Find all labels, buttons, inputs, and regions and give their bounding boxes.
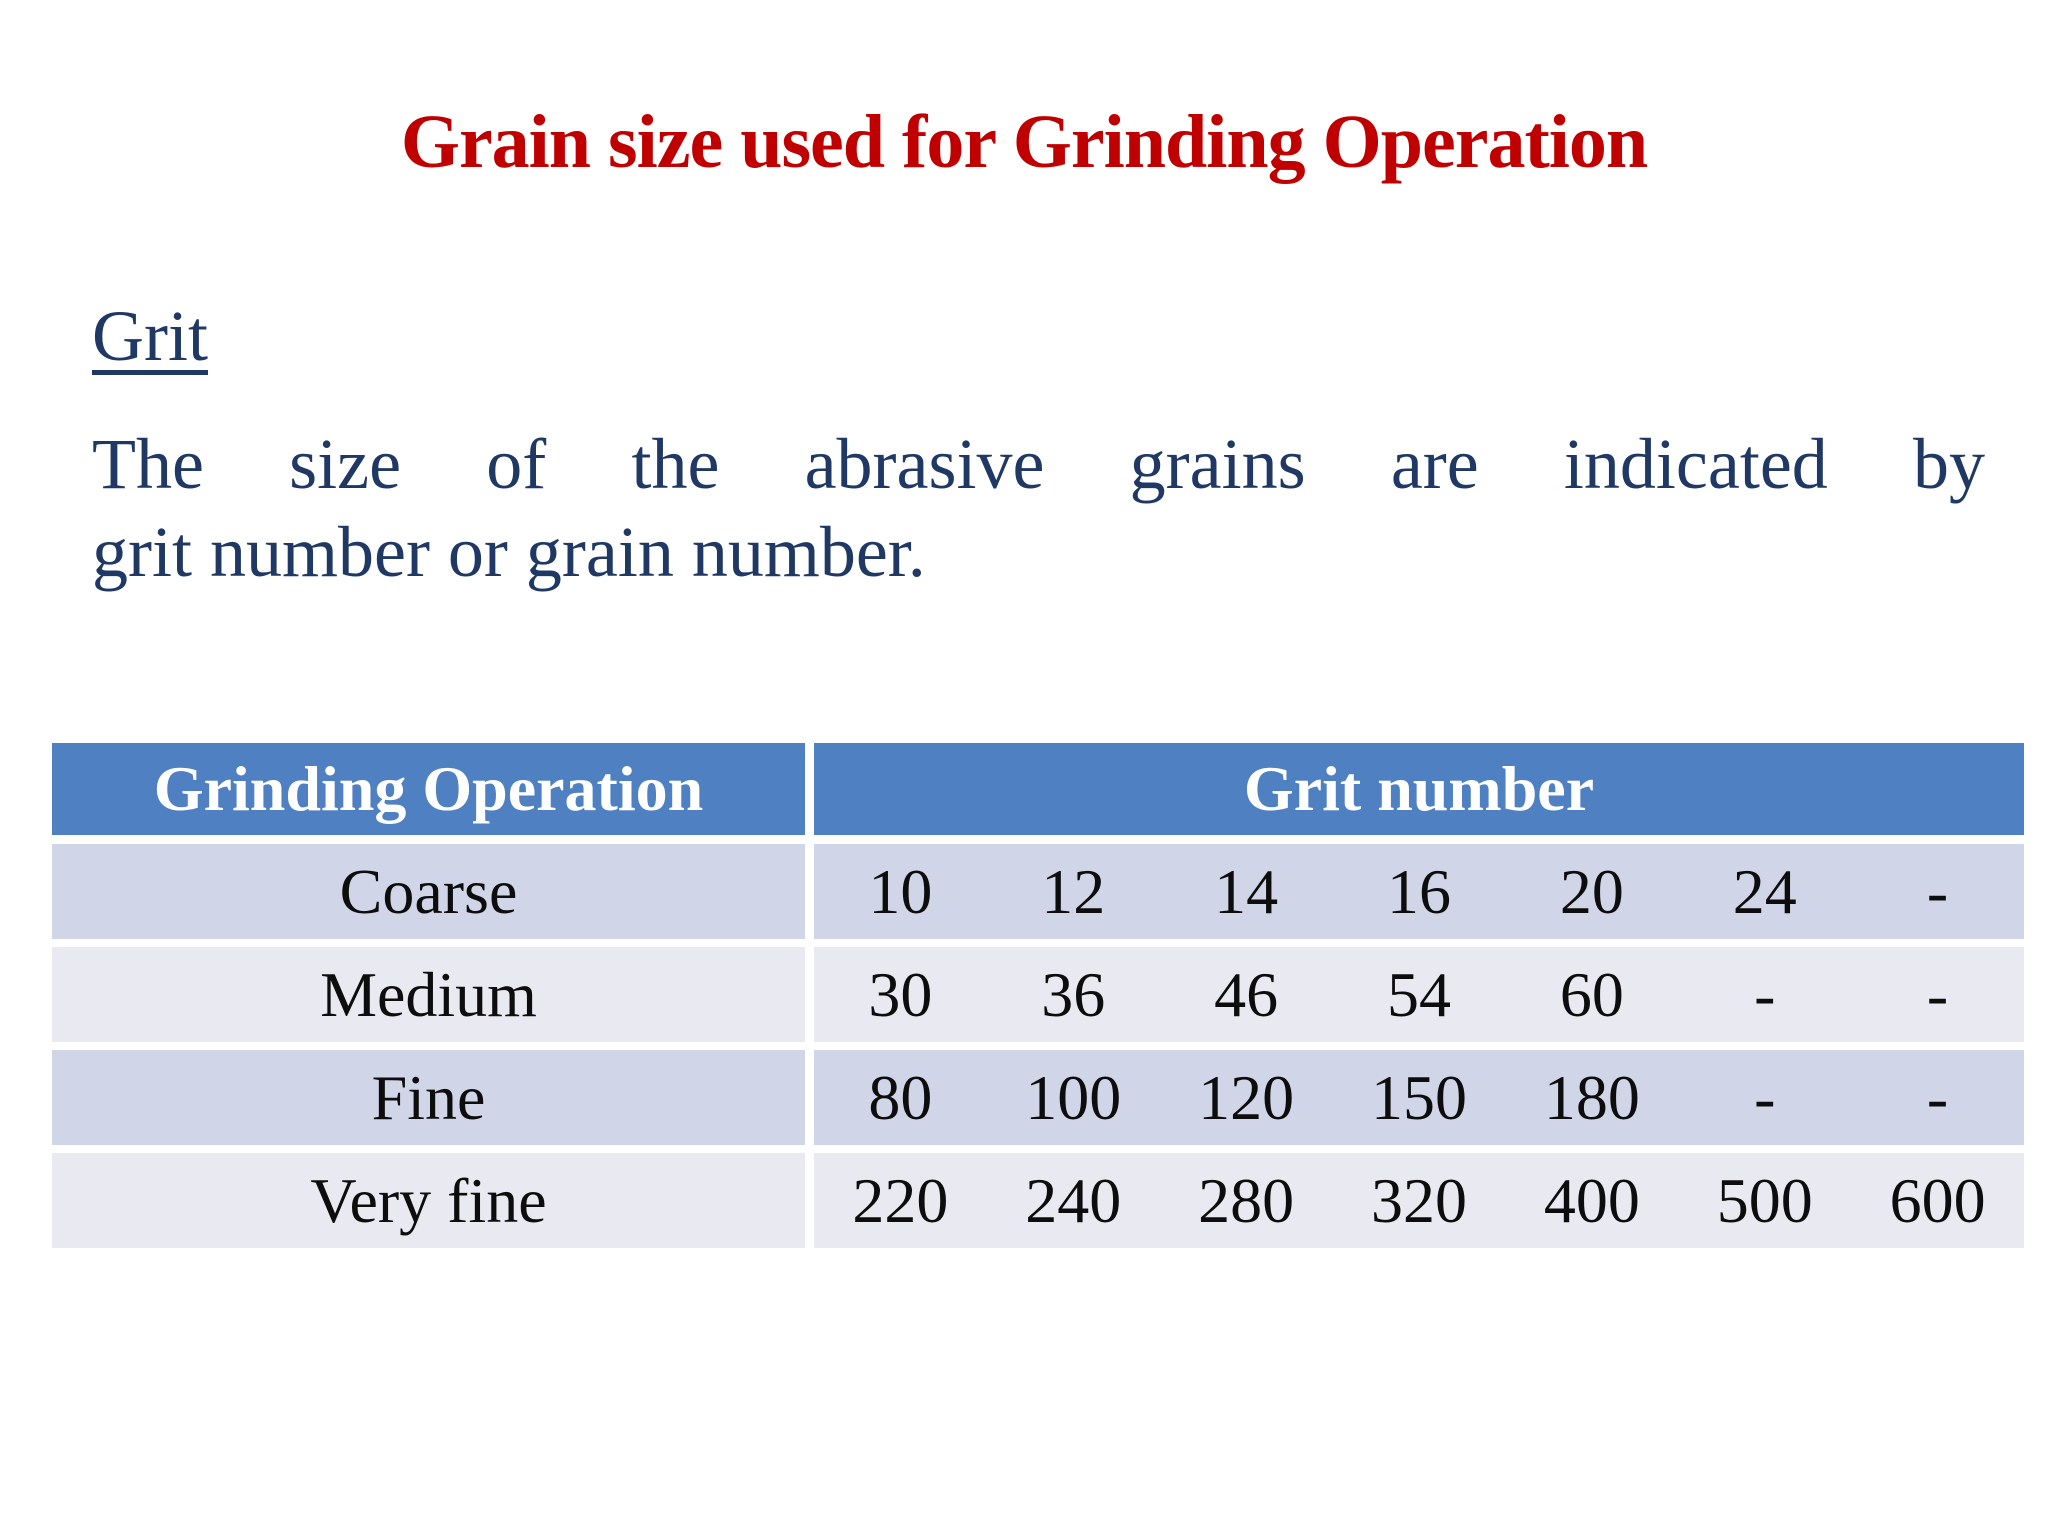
table-row-fine: Fine 80 100 120 150 180 - - — [52, 1050, 2024, 1145]
grit-value: - — [1754, 1061, 1776, 1133]
grit-table: Grinding Operation Grit number Coarse 10… — [52, 743, 2024, 1248]
grit-value: - — [1926, 1061, 1949, 1133]
grit-value: 12 — [1041, 855, 1106, 927]
grit-value: 100 — [1025, 1061, 1122, 1133]
grit-value: 36 — [1041, 958, 1106, 1030]
grit-value: 220 — [852, 1164, 949, 1236]
grit-value: 30 — [868, 958, 933, 1030]
grit-value: 150 — [1371, 1061, 1467, 1133]
grit-value: 16 — [1387, 855, 1451, 927]
operation-cell: Fine — [52, 1050, 805, 1145]
grit-value: 80 — [868, 1061, 933, 1133]
paragraph-line-2: grit number or grain number. — [92, 512, 926, 592]
grit-value: 500 — [1716, 1164, 1813, 1236]
column-header-grit-number: Grit number — [814, 743, 2024, 835]
grit-heading: Grit — [92, 296, 208, 376]
grit-value: 20 — [1559, 855, 1624, 927]
grit-value: 24 — [1732, 855, 1797, 927]
grit-value: 46 — [1214, 958, 1279, 1030]
grit-value: 280 — [1198, 1164, 1295, 1236]
table-header-row: Grinding Operation Grit number — [52, 743, 2024, 835]
grit-value: 180 — [1543, 1061, 1640, 1133]
operation-cell: Coarse — [52, 844, 805, 939]
operation-cell: Medium — [52, 947, 805, 1042]
grit-value: 14 — [1214, 855, 1279, 927]
column-header-grinding-operation: Grinding Operation — [52, 743, 805, 835]
paragraph: The size of the abrasive grains are indi… — [92, 420, 1985, 596]
grit-value: 60 — [1559, 958, 1624, 1030]
grit-values: 220 240 280 320 400 500 600 — [814, 1153, 2024, 1248]
grit-values: 30 36 46 54 60 - - — [814, 947, 2024, 1042]
grit-value: 320 — [1371, 1164, 1467, 1236]
grit-value: 54 — [1387, 958, 1451, 1030]
grit-value: 10 — [868, 855, 933, 927]
table-row-medium: Medium 30 36 46 54 60 - - — [52, 947, 2024, 1042]
paragraph-line-1: The size of the abrasive grains are indi… — [92, 424, 1985, 504]
grit-value: - — [1926, 855, 1949, 927]
grit-value: 600 — [1889, 1164, 1986, 1236]
grit-value: - — [1754, 958, 1776, 1030]
table-row-coarse: Coarse 10 12 14 16 20 24 - — [52, 844, 2024, 939]
grit-value: 240 — [1025, 1164, 1122, 1236]
grit-value: 400 — [1543, 1164, 1640, 1236]
grit-value: 120 — [1198, 1061, 1295, 1133]
operation-cell: Very fine — [52, 1153, 805, 1248]
grit-value: - — [1926, 958, 1949, 1030]
slide-title: Grain size used for Grinding Operation — [400, 100, 1648, 184]
grit-values: 80 100 120 150 180 - - — [814, 1050, 2024, 1145]
table-row-very-fine: Very fine 220 240 280 320 400 500 600 — [52, 1153, 2024, 1248]
grit-values: 10 12 14 16 20 24 - — [814, 844, 2024, 939]
